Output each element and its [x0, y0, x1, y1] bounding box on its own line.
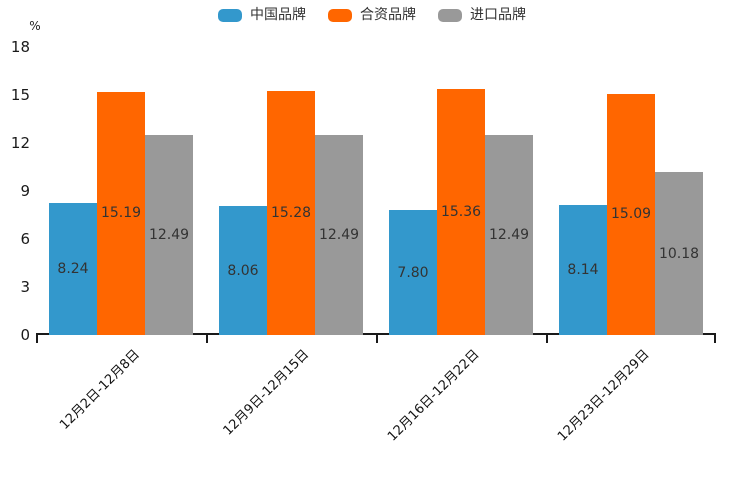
bar-合资品牌-1: 15.28 — [267, 90, 315, 335]
y-tick-label: 3 — [20, 278, 30, 296]
x-axis-tick — [206, 335, 208, 343]
bar-value-label: 12.49 — [488, 227, 530, 244]
legend-item-0[interactable]: 中国品牌 — [218, 6, 306, 24]
bar-value-label: 8.24 — [57, 261, 89, 278]
x-axis-tick — [714, 335, 716, 343]
bar-中国品牌-2: 7.80 — [389, 210, 437, 335]
y-tick-label: 15 — [10, 86, 30, 104]
bar-group-3: 8.14 15.09 10.18 — [546, 47, 716, 335]
legend: 中国品牌 合资品牌 进口品牌 — [0, 6, 744, 24]
bar-value-label: 8.06 — [227, 262, 259, 279]
y-tick-label: 6 — [20, 230, 30, 248]
x-axis-label-1: 12月9日-12月15日 — [220, 347, 313, 439]
bar-value-label: 7.80 — [397, 264, 429, 281]
x-axis-tick — [36, 335, 38, 343]
bar-value-label: 15.28 — [270, 204, 312, 221]
bar-中国品牌-0: 8.24 — [49, 203, 97, 335]
legend-item-1[interactable]: 合资品牌 — [328, 6, 416, 24]
x-axis-label-2: 12月16日-12月22日 — [385, 347, 483, 445]
bar-group-0: 8.24 15.19 12.49 — [36, 47, 206, 335]
bar-value-label: 15.19 — [100, 205, 142, 222]
bar-进口品牌-1: 12.49 — [315, 135, 363, 335]
x-axis-tick — [546, 335, 548, 343]
bar-value-label: 8.14 — [567, 261, 599, 278]
bar-value-label: 15.36 — [440, 204, 482, 221]
y-tick-label: 12 — [10, 134, 30, 152]
legend-swatch-icon — [438, 8, 462, 22]
bar-进口品牌-3: 10.18 — [655, 172, 703, 335]
x-axis-label-3: 12月23日-12月29日 — [555, 347, 653, 445]
bar-中国品牌-1: 8.06 — [219, 206, 267, 335]
bar-value-label: 12.49 — [318, 227, 360, 244]
plot-area: 8.24 15.19 12.49 8.06 15.28 12.49 7.80 15.36 12.… — [36, 47, 716, 343]
x-axis-label-0: 12月2日-12月8日 — [56, 347, 143, 433]
legend-label: 合资品牌 — [360, 7, 416, 23]
legend-item-2[interactable]: 进口品牌 — [438, 6, 526, 24]
bar-中国品牌-3: 8.14 — [559, 204, 607, 335]
legend-label: 中国品牌 — [250, 7, 306, 23]
legend-label: 进口品牌 — [470, 7, 526, 23]
y-axis-unit-label: % — [29, 19, 41, 33]
y-tick-label: 9 — [20, 182, 30, 200]
bar-value-label: 10.18 — [658, 245, 700, 262]
bar-group-1: 8.06 15.28 12.49 — [206, 47, 376, 335]
y-tick-label: 0 — [20, 326, 30, 344]
x-axis-tick — [376, 335, 378, 343]
bar-合资品牌-3: 15.09 — [607, 93, 655, 335]
bar-合资品牌-2: 15.36 — [437, 89, 485, 335]
bar-value-label: 15.09 — [610, 206, 652, 223]
bar-value-label: 12.49 — [148, 227, 190, 244]
bar-合资品牌-0: 15.19 — [97, 91, 145, 335]
y-tick-label: 18 — [10, 38, 30, 56]
legend-swatch-icon — [328, 8, 352, 22]
bar-进口品牌-0: 12.49 — [145, 135, 193, 335]
legend-swatch-icon — [218, 8, 242, 22]
bar-进口品牌-2: 12.49 — [485, 135, 533, 335]
bar-group-2: 7.80 15.36 12.49 — [376, 47, 546, 335]
